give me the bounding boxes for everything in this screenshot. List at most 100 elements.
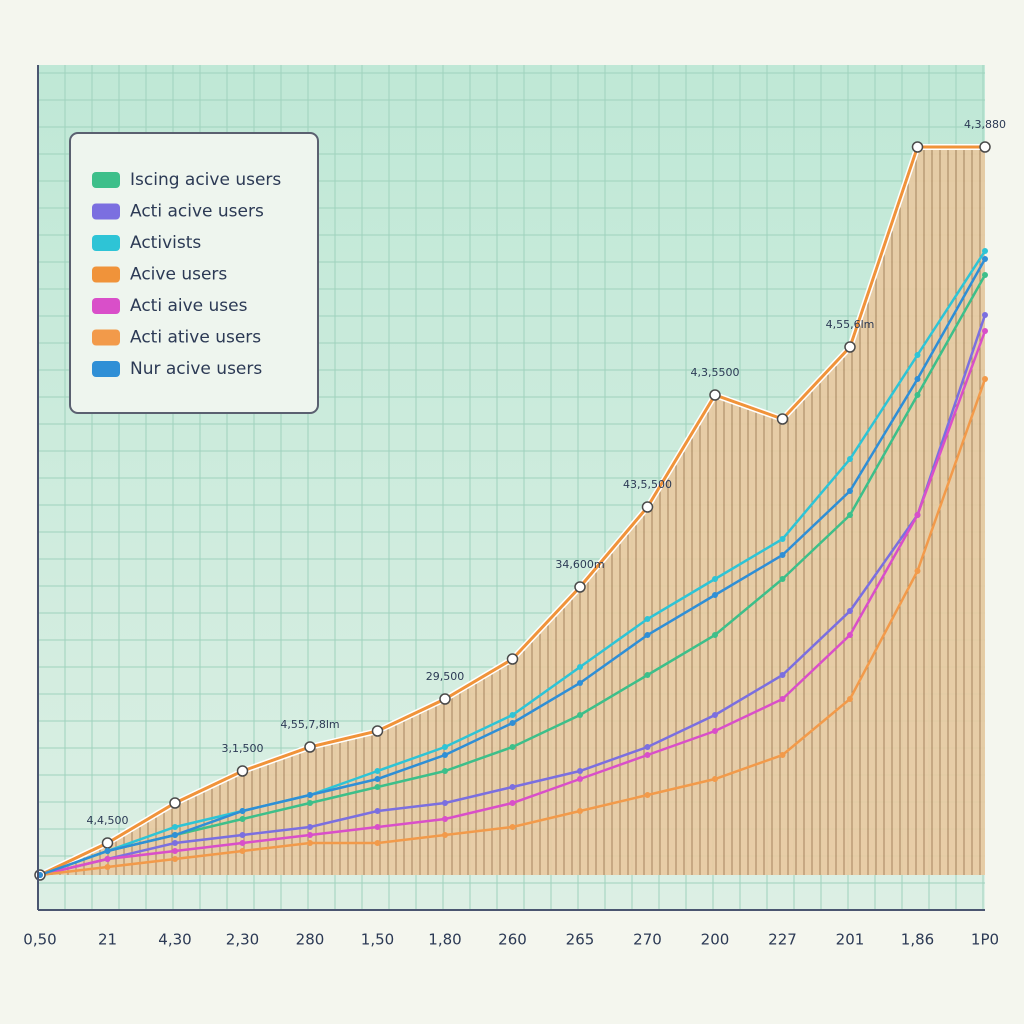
x-tick-label: 227 bbox=[768, 931, 797, 949]
point bbox=[307, 792, 313, 798]
point bbox=[847, 512, 853, 518]
legend-swatch bbox=[92, 361, 120, 377]
annotation: 34,600m bbox=[555, 558, 604, 571]
point bbox=[914, 512, 921, 518]
point bbox=[374, 784, 381, 790]
point bbox=[169, 797, 181, 809]
x-tick-label: 1,80 bbox=[428, 931, 461, 949]
x-tick-label: 21 bbox=[98, 931, 117, 949]
point bbox=[509, 800, 516, 806]
point bbox=[172, 856, 178, 862]
point bbox=[304, 741, 316, 753]
point bbox=[104, 864, 111, 870]
point bbox=[577, 680, 583, 686]
x-tick-label: 200 bbox=[701, 931, 730, 949]
legend-label: Acive users bbox=[130, 265, 227, 285]
point bbox=[509, 712, 516, 718]
point bbox=[442, 800, 448, 806]
point bbox=[307, 840, 313, 846]
point bbox=[982, 312, 988, 318]
point bbox=[239, 808, 246, 814]
point bbox=[776, 413, 789, 425]
point bbox=[509, 824, 516, 830]
legend-label: Acti ative users bbox=[130, 328, 261, 348]
x-tick-label: 260 bbox=[498, 931, 527, 949]
x-tick-label: 201 bbox=[836, 931, 865, 949]
point bbox=[374, 824, 381, 830]
point bbox=[172, 824, 178, 830]
point bbox=[442, 816, 448, 822]
point bbox=[442, 744, 448, 750]
point bbox=[172, 840, 178, 846]
point bbox=[104, 856, 111, 862]
point bbox=[509, 720, 516, 726]
x-tick-label: 1P0 bbox=[971, 931, 999, 949]
point bbox=[374, 808, 381, 814]
point bbox=[442, 832, 448, 838]
x-tick-label: 1,86 bbox=[901, 931, 934, 949]
area bbox=[40, 147, 985, 875]
point bbox=[236, 765, 249, 777]
point bbox=[442, 768, 448, 774]
point bbox=[439, 693, 451, 705]
x-tick-label: 4,30 bbox=[158, 931, 191, 949]
point bbox=[374, 776, 381, 782]
legend-swatch bbox=[92, 235, 120, 251]
legend-swatch bbox=[92, 298, 120, 314]
annotation: 4,3,5500 bbox=[691, 366, 740, 379]
point bbox=[239, 848, 246, 854]
point bbox=[307, 824, 313, 830]
point bbox=[577, 768, 583, 774]
point bbox=[239, 840, 246, 846]
point bbox=[712, 592, 718, 598]
annotation: 4,4,500 bbox=[87, 814, 129, 827]
x-tick-label: 265 bbox=[566, 931, 595, 949]
point bbox=[104, 848, 111, 854]
legend-label: Acti acive users bbox=[130, 202, 264, 222]
point bbox=[172, 832, 178, 838]
point bbox=[239, 832, 246, 838]
point bbox=[779, 696, 786, 702]
legend-swatch bbox=[92, 329, 120, 346]
legend-label: Acti aive uses bbox=[130, 296, 248, 316]
point bbox=[172, 848, 178, 854]
x-tick-label: 1,50 bbox=[361, 931, 394, 949]
point bbox=[239, 816, 246, 822]
point bbox=[982, 256, 988, 262]
legend-swatch bbox=[92, 266, 120, 283]
point bbox=[847, 456, 853, 462]
point bbox=[574, 581, 586, 593]
point bbox=[982, 328, 988, 334]
point bbox=[779, 536, 786, 542]
point bbox=[779, 672, 786, 678]
point bbox=[844, 341, 856, 353]
point bbox=[779, 576, 786, 582]
annotation: 43,5,500 bbox=[623, 478, 672, 491]
point bbox=[911, 141, 924, 153]
point bbox=[371, 725, 384, 737]
point bbox=[709, 389, 721, 401]
point bbox=[847, 632, 853, 638]
point bbox=[982, 248, 988, 254]
point bbox=[847, 488, 853, 494]
point bbox=[712, 712, 718, 718]
legend-label: Activists bbox=[130, 233, 201, 253]
point bbox=[506, 653, 519, 665]
point bbox=[509, 744, 516, 750]
x-tick-label: 2,30 bbox=[226, 931, 259, 949]
point bbox=[374, 840, 381, 846]
point bbox=[712, 728, 718, 734]
point bbox=[577, 712, 583, 718]
point bbox=[577, 808, 583, 814]
point bbox=[644, 792, 651, 798]
legend-swatch bbox=[92, 203, 120, 220]
point bbox=[712, 632, 718, 638]
legend-box bbox=[69, 132, 319, 414]
point bbox=[577, 664, 583, 670]
point bbox=[577, 776, 583, 782]
point bbox=[644, 752, 651, 758]
point bbox=[644, 616, 651, 622]
point bbox=[307, 832, 313, 838]
annotation: 4,55,7,8lm bbox=[280, 718, 339, 731]
legend-label: Nur acive users bbox=[130, 359, 262, 379]
